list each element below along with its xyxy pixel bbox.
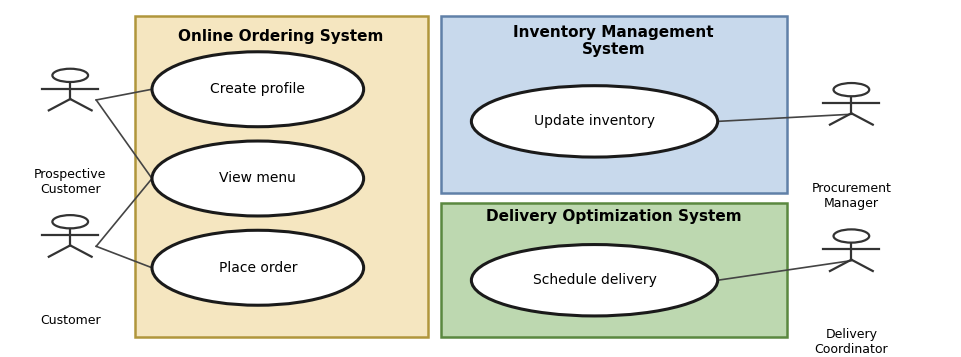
FancyBboxPatch shape <box>135 16 428 337</box>
FancyBboxPatch shape <box>440 16 786 193</box>
Text: Inventory Management
System: Inventory Management System <box>513 25 713 57</box>
Text: Update inventory: Update inventory <box>533 114 654 129</box>
Ellipse shape <box>471 86 717 157</box>
Text: Schedule delivery: Schedule delivery <box>532 273 655 287</box>
Ellipse shape <box>152 141 363 216</box>
Text: Create profile: Create profile <box>210 82 305 96</box>
Text: Delivery
Coordinator: Delivery Coordinator <box>814 328 887 356</box>
Text: View menu: View menu <box>219 171 296 186</box>
Text: Online Ordering System: Online Ordering System <box>178 29 383 44</box>
Text: Place order: Place order <box>218 261 297 275</box>
Text: Delivery Optimization System: Delivery Optimization System <box>485 209 741 224</box>
Ellipse shape <box>152 52 363 127</box>
FancyBboxPatch shape <box>440 203 786 337</box>
Text: Procurement
Manager: Procurement Manager <box>810 182 891 210</box>
Text: Customer: Customer <box>39 314 101 327</box>
Text: Prospective
Customer: Prospective Customer <box>34 168 107 196</box>
Ellipse shape <box>152 230 363 305</box>
Ellipse shape <box>471 245 717 316</box>
